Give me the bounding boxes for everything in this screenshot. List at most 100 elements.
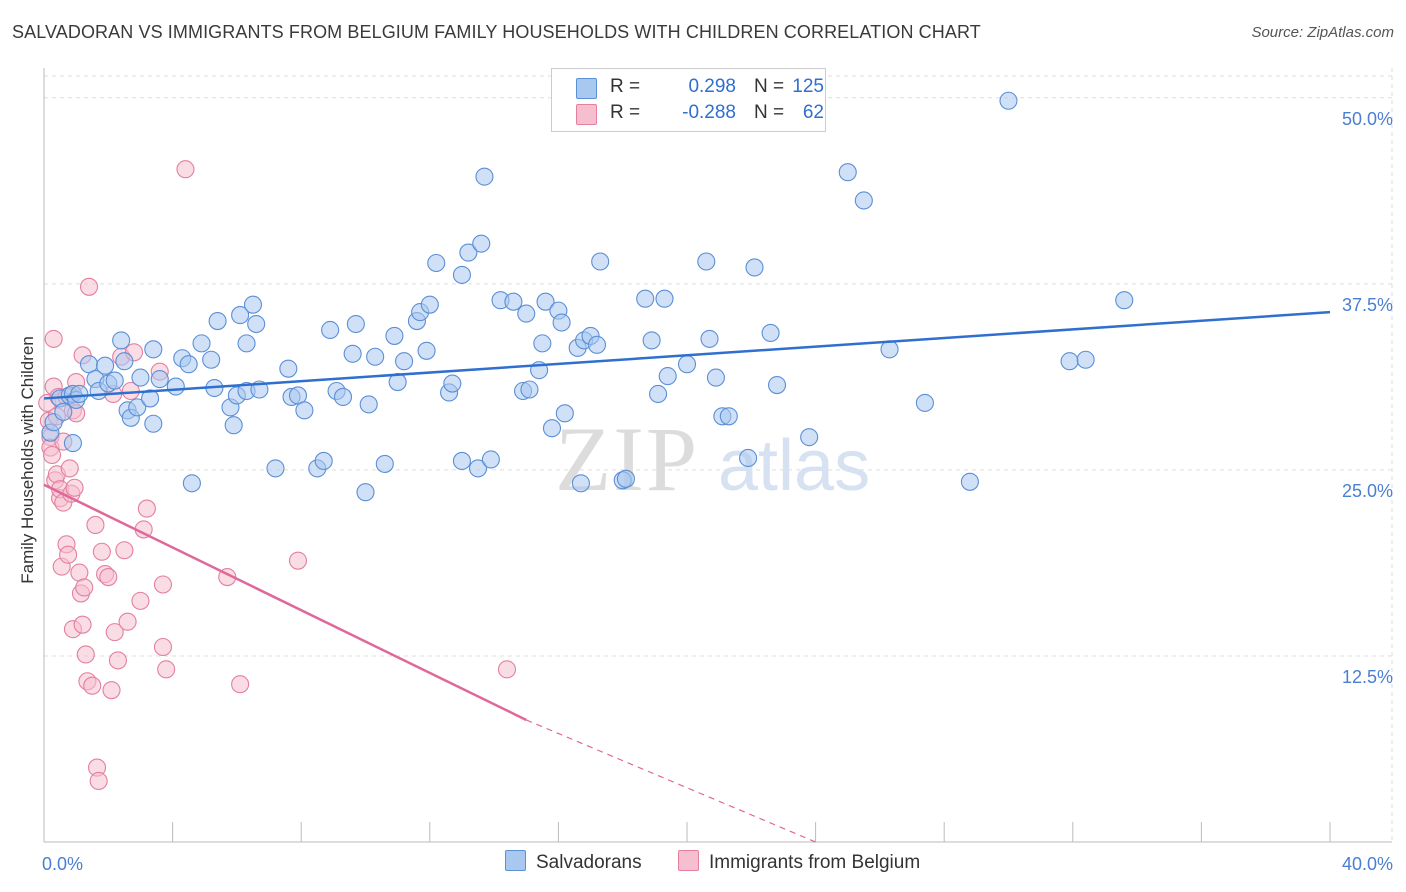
y-tick-label: 50.0% xyxy=(1342,109,1393,129)
belgium-point xyxy=(157,660,176,679)
salvadoran-point xyxy=(182,474,201,493)
bottom-legend-label: Salvadorans xyxy=(536,852,642,873)
legend-swatch-pink xyxy=(576,104,597,125)
belgium-point xyxy=(115,541,134,560)
y-tick-label: 12.5% xyxy=(1342,667,1393,687)
salvadoran-point xyxy=(658,367,677,386)
salvadoran-point xyxy=(533,334,552,353)
y-tick-label: 37.5% xyxy=(1342,295,1393,315)
salvadoran-point xyxy=(655,289,674,308)
salvadoran-point xyxy=(636,289,655,308)
salvadoran-point xyxy=(295,401,314,420)
belgium-point xyxy=(497,660,517,679)
belgium-point xyxy=(86,515,105,535)
salvadoran-point xyxy=(192,334,211,353)
salvadoran-point xyxy=(472,234,491,253)
salvadorans-trend-line xyxy=(43,310,1331,400)
belgium-point xyxy=(59,545,78,564)
belgium-point xyxy=(153,575,173,594)
salvadoran-point xyxy=(333,387,353,407)
salvadoran-point xyxy=(420,295,439,314)
salvadoran-point xyxy=(375,454,394,473)
salvadoran-point xyxy=(1076,350,1095,369)
belgium-point xyxy=(105,623,124,642)
correlation-legend: R = 0.298 N = 125 R = -0.288 N = 62 xyxy=(551,68,826,132)
salvadoran-point xyxy=(443,374,462,393)
salvadoran-point xyxy=(343,344,362,363)
salvadoran-point xyxy=(202,350,221,369)
salvadoran-point xyxy=(314,451,333,471)
belgium-point xyxy=(44,329,63,348)
salvadoran-point xyxy=(359,395,378,414)
salvadoran-point xyxy=(179,355,198,374)
salvadoran-point xyxy=(767,375,787,395)
x-tick-label-max: 40.0% xyxy=(1342,854,1393,874)
salvadoran-point xyxy=(96,356,115,375)
salvadoran-point xyxy=(141,389,160,408)
salvadoran-point xyxy=(745,258,764,277)
tick-labels: 12.5% 25.0% 37.5% 50.0% 0.0% 40.0% xyxy=(42,109,1393,874)
salvadoran-point xyxy=(649,384,668,404)
salvadoran-point xyxy=(700,329,719,348)
belgium-point xyxy=(99,568,118,587)
salvadoran-point xyxy=(395,352,414,371)
salvadoran-point xyxy=(552,313,571,332)
salvadoran-point xyxy=(555,404,574,423)
salvadoran-point xyxy=(591,252,610,271)
belgium-point xyxy=(288,551,308,570)
salvadoran-point xyxy=(150,370,169,389)
salvadoran-point xyxy=(356,483,375,502)
salvadoran-point xyxy=(231,306,250,325)
belgium-point xyxy=(42,445,62,465)
salvadoran-point xyxy=(224,416,243,435)
belgium-point xyxy=(75,578,94,597)
legend-r-value: 0.298 xyxy=(688,76,736,97)
salvadoran-point xyxy=(468,459,488,478)
legend-r-label: R = xyxy=(610,76,641,97)
salvadoran-point xyxy=(719,407,738,426)
salvadoran-point xyxy=(452,265,472,284)
salvadoran-point xyxy=(131,368,150,387)
salvadoran-point xyxy=(63,434,82,453)
salvadoran-point xyxy=(427,253,446,273)
salvadoran-point xyxy=(366,347,385,366)
chart-title: SALVADORAN VS IMMIGRANTS FROM BELGIUM FA… xyxy=(12,22,981,42)
salvadoran-point xyxy=(247,314,266,334)
salvadoran-point xyxy=(266,459,285,478)
legend-n-label: N = xyxy=(754,76,785,97)
belgium-point xyxy=(176,160,195,179)
y-tick-label: 25.0% xyxy=(1342,481,1393,501)
belgium-point xyxy=(65,478,84,497)
salvadoran-point xyxy=(587,335,607,354)
salvadoran-point xyxy=(571,474,590,493)
salvadoran-point xyxy=(517,304,536,323)
salvadoran-point xyxy=(520,380,539,399)
bottom-legend-salvadorans: Salvadorans xyxy=(505,850,642,874)
salvadoran-point xyxy=(739,448,758,468)
bottom-legend-swatch-blue xyxy=(505,850,526,871)
salvadoran-point xyxy=(761,323,780,342)
salvadoran-point xyxy=(616,469,635,488)
salvadoran-point xyxy=(166,377,185,396)
belgium-point xyxy=(79,277,99,296)
salvadoran-point xyxy=(706,368,725,387)
salvadoran-point xyxy=(854,191,873,210)
belgium-point xyxy=(137,499,156,518)
salvadoran-point xyxy=(800,428,819,447)
bottom-legend-label: Immigrants from Belgium xyxy=(709,852,921,873)
legend-n-value: 62 xyxy=(802,102,824,123)
salvadoran-point xyxy=(838,163,857,182)
x-tick-label-min: 0.0% xyxy=(42,854,83,874)
salvadoran-point xyxy=(475,167,494,186)
legend-r-value: -0.288 xyxy=(682,102,736,123)
salvadoran-point xyxy=(1115,291,1134,310)
salvadoran-point xyxy=(208,311,227,331)
salvadoran-point xyxy=(70,384,89,404)
salvadoran-point xyxy=(481,450,500,469)
belgium-point xyxy=(89,771,108,791)
belgium-point xyxy=(153,637,173,657)
salvadorans-points xyxy=(41,91,1134,502)
watermark-zip: ZIP xyxy=(555,408,699,510)
salvadoran-point xyxy=(346,314,365,334)
salvadoran-point xyxy=(279,359,298,378)
